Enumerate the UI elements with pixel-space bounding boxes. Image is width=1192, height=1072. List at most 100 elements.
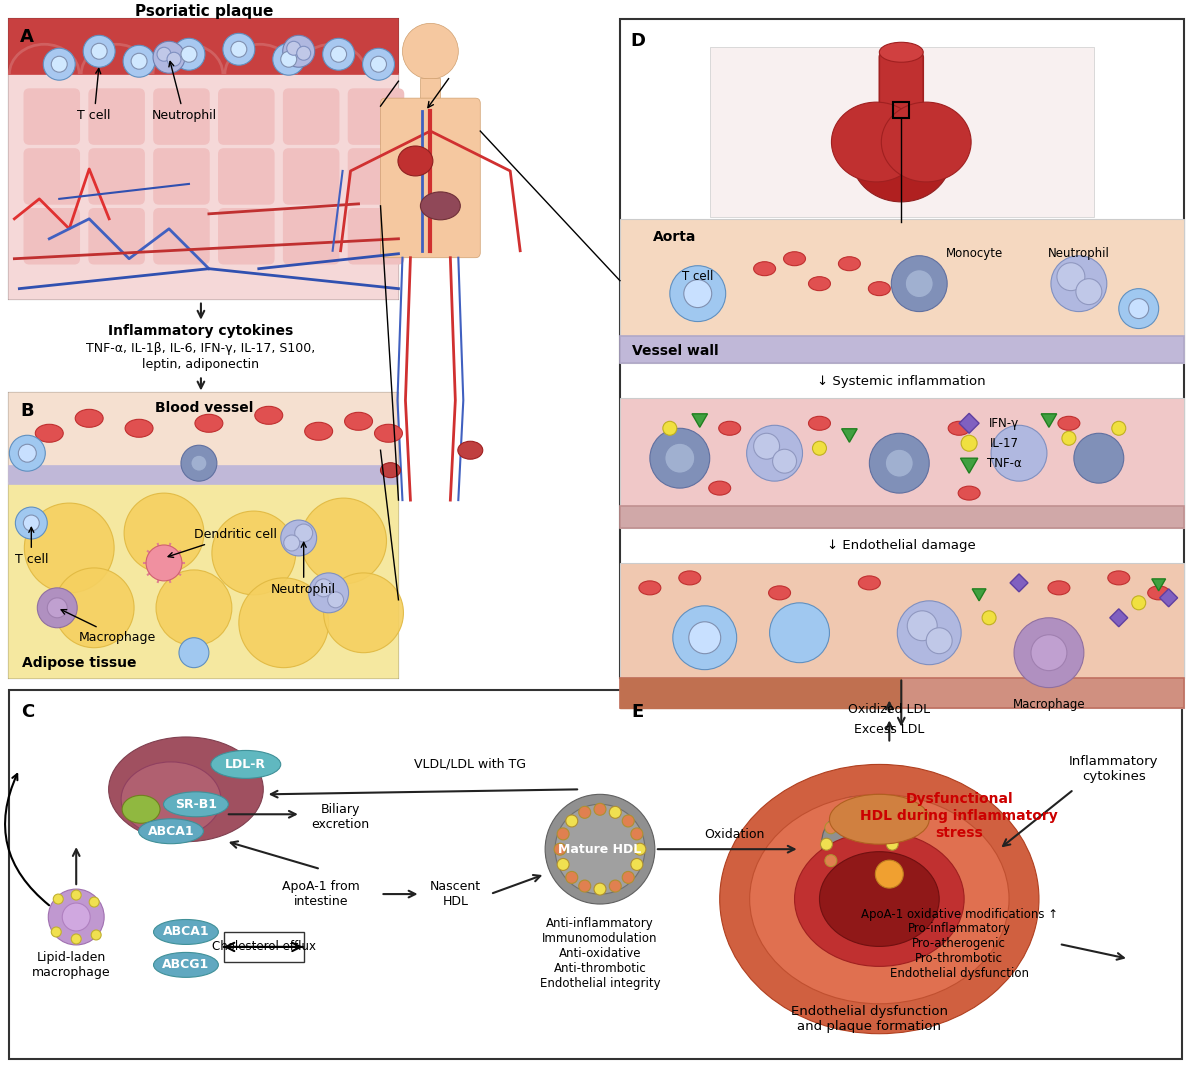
Circle shape xyxy=(62,903,91,930)
FancyBboxPatch shape xyxy=(284,89,339,144)
Ellipse shape xyxy=(830,794,930,844)
Ellipse shape xyxy=(868,282,890,296)
Circle shape xyxy=(663,421,677,435)
Circle shape xyxy=(609,880,621,892)
Circle shape xyxy=(813,442,826,456)
Circle shape xyxy=(961,435,977,451)
Text: Macrophage: Macrophage xyxy=(61,610,156,643)
Ellipse shape xyxy=(719,421,740,435)
Ellipse shape xyxy=(1107,571,1130,585)
Text: D: D xyxy=(631,32,645,50)
Circle shape xyxy=(609,806,621,818)
Text: HDL during inflammatory: HDL during inflammatory xyxy=(861,809,1058,823)
Circle shape xyxy=(853,872,865,883)
Circle shape xyxy=(622,815,634,827)
Circle shape xyxy=(672,606,737,670)
Circle shape xyxy=(1119,288,1159,328)
Ellipse shape xyxy=(138,819,204,844)
Text: ↓ Endothelial damage: ↓ Endothelial damage xyxy=(827,539,976,552)
Ellipse shape xyxy=(769,586,790,600)
Text: Dysfunctional: Dysfunctional xyxy=(906,792,1013,806)
Circle shape xyxy=(212,511,296,595)
Circle shape xyxy=(886,449,913,477)
Ellipse shape xyxy=(808,416,831,430)
Circle shape xyxy=(837,867,849,879)
Circle shape xyxy=(281,520,317,556)
Ellipse shape xyxy=(75,410,104,428)
Circle shape xyxy=(634,844,646,855)
Text: Inflammatory
cytokines: Inflammatory cytokines xyxy=(1069,756,1159,784)
Circle shape xyxy=(853,805,865,817)
Circle shape xyxy=(284,535,299,551)
Bar xyxy=(620,19,1184,678)
Ellipse shape xyxy=(783,252,806,266)
Circle shape xyxy=(179,638,209,668)
Ellipse shape xyxy=(880,42,924,62)
Ellipse shape xyxy=(344,413,373,430)
Circle shape xyxy=(181,445,217,481)
Circle shape xyxy=(557,859,569,870)
Circle shape xyxy=(15,507,48,539)
Text: Cholesterol efflux: Cholesterol efflux xyxy=(212,940,316,953)
Circle shape xyxy=(1057,263,1085,291)
Circle shape xyxy=(631,828,642,839)
Ellipse shape xyxy=(380,463,401,478)
Circle shape xyxy=(825,822,837,834)
Ellipse shape xyxy=(1058,416,1080,430)
Circle shape xyxy=(191,456,207,472)
Text: Monocyte: Monocyte xyxy=(945,248,1002,260)
Text: Anti-inflammatory: Anti-inflammatory xyxy=(546,918,654,930)
Text: Oxidation: Oxidation xyxy=(704,828,765,840)
Ellipse shape xyxy=(154,920,218,944)
Circle shape xyxy=(123,45,155,77)
Ellipse shape xyxy=(421,192,460,220)
Circle shape xyxy=(10,435,45,472)
Bar xyxy=(10,393,398,483)
Circle shape xyxy=(631,859,642,870)
Circle shape xyxy=(173,39,205,70)
Bar xyxy=(620,336,1184,363)
Circle shape xyxy=(54,894,63,904)
Circle shape xyxy=(753,433,780,459)
Ellipse shape xyxy=(819,851,939,947)
Text: TNF-α: TNF-α xyxy=(987,457,1022,470)
Ellipse shape xyxy=(858,576,881,590)
Ellipse shape xyxy=(122,795,160,823)
Ellipse shape xyxy=(374,425,403,443)
Text: SR-B1: SR-B1 xyxy=(175,798,217,810)
Circle shape xyxy=(882,854,894,866)
Ellipse shape xyxy=(948,421,970,435)
Bar xyxy=(10,74,398,299)
Circle shape xyxy=(297,46,311,60)
Circle shape xyxy=(554,844,566,855)
Circle shape xyxy=(557,828,569,839)
Ellipse shape xyxy=(838,256,861,271)
FancyBboxPatch shape xyxy=(24,149,79,204)
Circle shape xyxy=(566,872,578,883)
FancyBboxPatch shape xyxy=(284,209,339,264)
Circle shape xyxy=(273,43,305,75)
Text: leptin, adiponectin: leptin, adiponectin xyxy=(142,358,260,371)
Bar xyxy=(10,393,398,678)
Text: IL-17: IL-17 xyxy=(989,436,1018,450)
Circle shape xyxy=(982,611,997,625)
Text: LDL-R: LDL-R xyxy=(225,758,266,771)
Ellipse shape xyxy=(108,736,263,842)
Circle shape xyxy=(870,809,882,821)
Text: IFN-γ: IFN-γ xyxy=(989,417,1019,430)
Circle shape xyxy=(1062,431,1076,445)
Circle shape xyxy=(820,838,832,850)
Text: ABCA1: ABCA1 xyxy=(148,824,194,837)
Circle shape xyxy=(371,56,386,72)
Text: Excess LDL: Excess LDL xyxy=(855,723,925,736)
Bar xyxy=(10,466,398,485)
FancyBboxPatch shape xyxy=(348,89,403,144)
Circle shape xyxy=(231,42,247,57)
Ellipse shape xyxy=(1048,581,1070,595)
Circle shape xyxy=(837,809,849,821)
Circle shape xyxy=(362,48,395,80)
Ellipse shape xyxy=(154,952,218,978)
Text: Vessel wall: Vessel wall xyxy=(632,344,718,358)
FancyBboxPatch shape xyxy=(154,149,209,204)
Circle shape xyxy=(905,270,933,298)
